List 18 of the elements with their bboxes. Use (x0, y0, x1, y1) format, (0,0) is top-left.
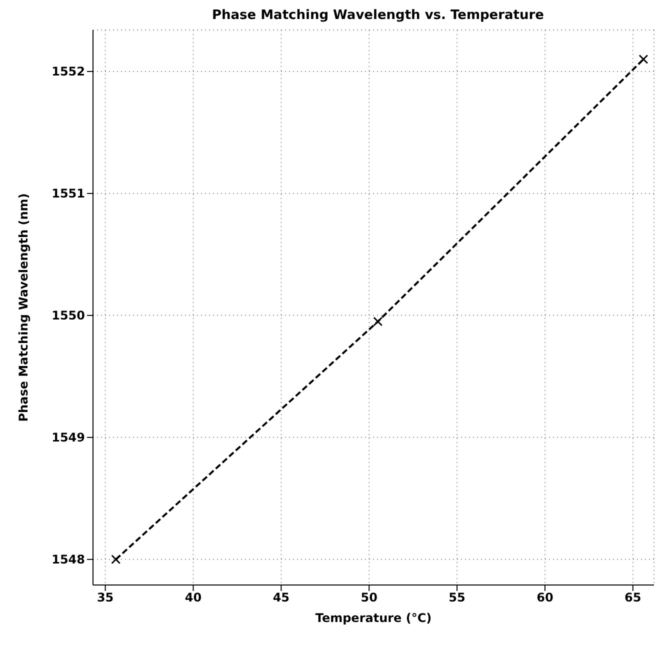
y-tick-label: 1552 (52, 64, 85, 79)
y-axis-title: Phase Matching Wavelength (nm) (16, 193, 30, 422)
x-tick-label: 55 (448, 590, 466, 605)
chart-title: Phase Matching Wavelength vs. Temperature (210, 8, 545, 23)
y-tick-label: 1548 (52, 552, 85, 567)
x-tick-label: 50 (360, 590, 378, 605)
x-tick-label: 65 (624, 590, 642, 605)
point (373, 316, 383, 326)
point (111, 554, 121, 564)
y-tick-label: 1549 (52, 430, 85, 445)
x-tick-label: 40 (184, 590, 202, 605)
x-tick-label: 60 (536, 590, 554, 605)
point (638, 54, 648, 64)
x-tick-label: 35 (96, 590, 114, 605)
x-axis-title: Temperature (°C) (315, 611, 432, 625)
y-tick-label: 1550 (52, 308, 85, 323)
x-tick-label: 45 (272, 590, 290, 605)
y-tick-label: 1551 (52, 186, 85, 201)
